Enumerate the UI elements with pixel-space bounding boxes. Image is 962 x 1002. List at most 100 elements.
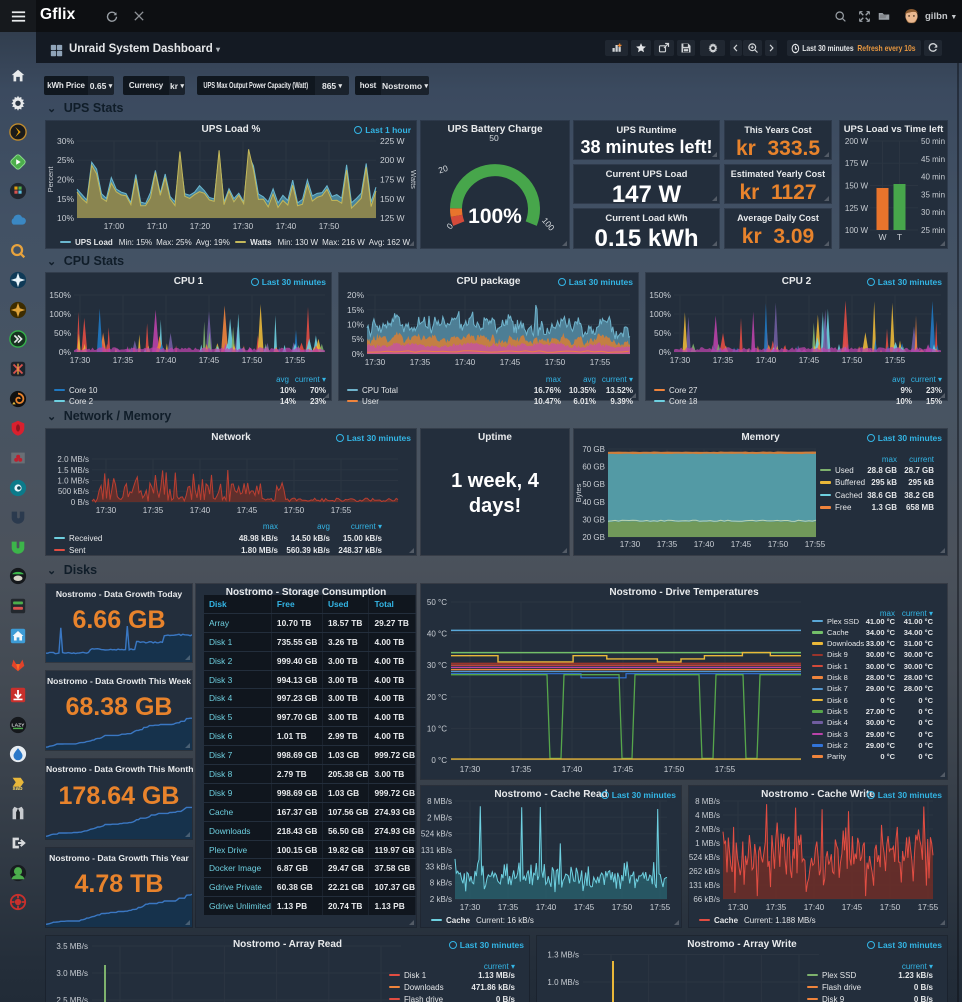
svg-text:17:55: 17:55 bbox=[715, 765, 736, 774]
svg-text:17:35: 17:35 bbox=[143, 506, 164, 515]
svg-text:8 MB/s: 8 MB/s bbox=[695, 797, 720, 806]
svg-text:10%: 10% bbox=[57, 213, 74, 223]
svg-text:200 W: 200 W bbox=[380, 155, 405, 165]
svg-text:1 MB/s: 1 MB/s bbox=[695, 839, 720, 848]
svg-text:17:30: 17:30 bbox=[620, 540, 641, 549]
svg-text:17:35: 17:35 bbox=[410, 358, 431, 367]
svg-text:17:40: 17:40 bbox=[156, 356, 177, 365]
svg-text:17:50: 17:50 bbox=[319, 222, 340, 231]
svg-text:200 W: 200 W bbox=[845, 137, 869, 146]
svg-text:17:45: 17:45 bbox=[500, 358, 521, 367]
svg-text:2.5 MB/s: 2.5 MB/s bbox=[56, 996, 88, 1002]
svg-text:4 MB/s: 4 MB/s bbox=[695, 811, 720, 820]
svg-text:175 W: 175 W bbox=[845, 159, 869, 168]
svg-text:1.5 MB/s: 1.5 MB/s bbox=[57, 466, 89, 475]
svg-text:1.0 MB/s: 1.0 MB/s bbox=[57, 477, 89, 486]
svg-text:LAZY: LAZY bbox=[12, 722, 26, 728]
svg-text:30 °C: 30 °C bbox=[427, 661, 447, 670]
svg-text:3.0 MB/s: 3.0 MB/s bbox=[56, 969, 88, 978]
svg-text:17:40: 17:40 bbox=[455, 358, 476, 367]
svg-text:131 kB/s: 131 kB/s bbox=[689, 881, 720, 890]
svg-text:500 kB/s: 500 kB/s bbox=[58, 487, 89, 496]
svg-text:5%: 5% bbox=[352, 334, 365, 344]
svg-text:2 MB/s: 2 MB/s bbox=[427, 813, 452, 822]
svg-text:17:30: 17:30 bbox=[96, 506, 117, 515]
svg-text:20%: 20% bbox=[347, 290, 364, 300]
svg-text:15%: 15% bbox=[347, 305, 364, 315]
svg-text:50 min: 50 min bbox=[921, 137, 945, 146]
svg-text:40 min: 40 min bbox=[921, 173, 945, 182]
svg-text:20: 20 bbox=[437, 163, 449, 176]
svg-text:17:45: 17:45 bbox=[731, 540, 752, 549]
svg-text:30 GB: 30 GB bbox=[582, 515, 605, 524]
svg-text:25%: 25% bbox=[57, 155, 74, 165]
svg-text:17:30: 17:30 bbox=[70, 356, 91, 365]
svg-text:524 kB/s: 524 kB/s bbox=[689, 853, 720, 862]
svg-text:2.0 MB/s: 2.0 MB/s bbox=[57, 455, 89, 464]
svg-text:17:40: 17:40 bbox=[756, 356, 777, 365]
svg-text:17:45: 17:45 bbox=[199, 356, 220, 365]
svg-text:524 kB/s: 524 kB/s bbox=[421, 830, 452, 839]
svg-text:17:55: 17:55 bbox=[331, 506, 352, 515]
svg-text:17:45: 17:45 bbox=[842, 903, 863, 912]
svg-text:45 min: 45 min bbox=[921, 155, 945, 164]
svg-text:17:35: 17:35 bbox=[766, 903, 787, 912]
svg-text:17:55: 17:55 bbox=[590, 358, 611, 367]
svg-text:17:40: 17:40 bbox=[694, 540, 715, 549]
svg-text:40 °C: 40 °C bbox=[427, 630, 447, 639]
svg-text:33 kB/s: 33 kB/s bbox=[425, 862, 452, 871]
svg-text:17:55: 17:55 bbox=[805, 540, 826, 549]
svg-text:17:35: 17:35 bbox=[113, 356, 134, 365]
svg-text:0: 0 bbox=[444, 221, 455, 231]
svg-text:8 MB/s: 8 MB/s bbox=[427, 797, 452, 806]
svg-text:0 B/s: 0 B/s bbox=[71, 498, 89, 507]
svg-text:15%: 15% bbox=[57, 194, 74, 204]
svg-text:17:40: 17:40 bbox=[190, 506, 211, 515]
svg-text:Percent: Percent bbox=[46, 166, 55, 193]
svg-text:17:30: 17:30 bbox=[670, 356, 691, 365]
svg-text:17:55: 17:55 bbox=[650, 903, 671, 912]
svg-text:17:30: 17:30 bbox=[728, 903, 749, 912]
svg-text:30%: 30% bbox=[57, 136, 74, 146]
svg-text:225 W: 225 W bbox=[380, 136, 405, 146]
svg-text:40 GB: 40 GB bbox=[582, 498, 605, 507]
svg-text:125 W: 125 W bbox=[380, 213, 405, 223]
svg-text:17:50: 17:50 bbox=[768, 540, 789, 549]
svg-text:50 GB: 50 GB bbox=[582, 480, 605, 489]
svg-text:30 min: 30 min bbox=[921, 208, 945, 217]
svg-text:17:30: 17:30 bbox=[460, 903, 481, 912]
svg-text:66 kB/s: 66 kB/s bbox=[693, 895, 720, 904]
svg-text:50: 50 bbox=[489, 133, 499, 143]
svg-text:8 kB/s: 8 kB/s bbox=[430, 879, 452, 888]
svg-text:17:35: 17:35 bbox=[511, 765, 532, 774]
svg-text:35 min: 35 min bbox=[921, 190, 945, 199]
svg-text:17:30: 17:30 bbox=[365, 358, 386, 367]
svg-text:17:00: 17:00 bbox=[104, 222, 125, 231]
svg-text:17:50: 17:50 bbox=[880, 903, 901, 912]
svg-text:262 kB/s: 262 kB/s bbox=[689, 867, 720, 876]
svg-text:10%: 10% bbox=[347, 320, 364, 330]
svg-text:17:45: 17:45 bbox=[799, 356, 820, 365]
svg-text:131 kB/s: 131 kB/s bbox=[421, 846, 452, 855]
svg-text:1.3 MB/s: 1.3 MB/s bbox=[547, 951, 579, 960]
svg-text:17:55: 17:55 bbox=[885, 356, 906, 365]
svg-text:125 W: 125 W bbox=[845, 204, 869, 213]
svg-text:17:50: 17:50 bbox=[242, 356, 263, 365]
svg-text:10 °C: 10 °C bbox=[427, 724, 447, 733]
svg-text:Bytes: Bytes bbox=[574, 483, 583, 502]
svg-text:Watts: Watts bbox=[409, 170, 416, 189]
svg-text:60 GB: 60 GB bbox=[582, 463, 605, 472]
svg-text:17:50: 17:50 bbox=[842, 356, 863, 365]
svg-text:T: T bbox=[897, 232, 902, 242]
svg-text:17:50: 17:50 bbox=[612, 903, 633, 912]
svg-text:0%: 0% bbox=[59, 347, 72, 357]
svg-text:17:50: 17:50 bbox=[284, 506, 305, 515]
svg-text:17:45: 17:45 bbox=[613, 765, 634, 774]
svg-text:50 °C: 50 °C bbox=[427, 598, 447, 607]
svg-text:50%: 50% bbox=[54, 328, 71, 338]
svg-text:20 GB: 20 GB bbox=[582, 533, 605, 542]
svg-text:175 W: 175 W bbox=[380, 175, 405, 185]
svg-text:17:45: 17:45 bbox=[237, 506, 258, 515]
svg-text:70 GB: 70 GB bbox=[582, 445, 605, 454]
svg-text:17:35: 17:35 bbox=[657, 540, 678, 549]
